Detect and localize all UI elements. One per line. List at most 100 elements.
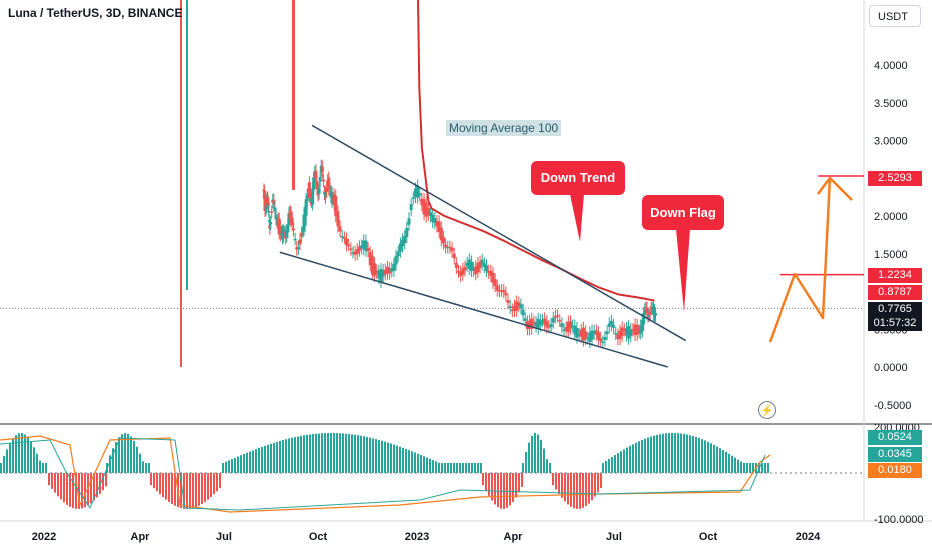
time-tick-label: Jul <box>606 531 622 543</box>
osc-bar <box>462 463 464 473</box>
currency-selector[interactable]: USDT <box>869 5 921 27</box>
candle-body <box>263 196 267 211</box>
time-tick-label: Oct <box>309 531 328 543</box>
osc-bar <box>219 473 221 489</box>
candle-body <box>266 197 270 203</box>
osc-bar <box>189 473 191 509</box>
osc-bar <box>303 435 305 473</box>
candle-body <box>528 320 532 330</box>
candle-body <box>465 262 469 266</box>
candle-body <box>413 188 417 197</box>
candle-body <box>405 227 409 238</box>
candle-body <box>586 337 590 340</box>
resistance-price-tag: 1.2234 <box>868 268 922 283</box>
osc-bar <box>713 444 715 473</box>
price-tick-label: 1.5000 <box>874 249 908 261</box>
osc-bar <box>327 433 329 473</box>
candle-body <box>577 334 581 336</box>
osc-bar <box>145 463 147 473</box>
lower-trendline <box>279 251 668 368</box>
candle-body <box>648 312 652 315</box>
candle-body <box>312 177 316 191</box>
osc-bar <box>27 437 29 473</box>
osc-bar <box>647 437 649 473</box>
osc-bar <box>267 444 269 473</box>
osc-bar <box>207 473 209 500</box>
candle-body <box>270 211 274 214</box>
candle-body <box>493 279 497 287</box>
osc-bar <box>644 438 646 473</box>
osc-bar <box>222 463 224 473</box>
osc-bar <box>291 437 293 473</box>
osc-bar <box>698 437 700 473</box>
osc-bar <box>534 433 536 473</box>
osc-bar <box>767 463 769 473</box>
candle-body <box>540 320 544 322</box>
osc-bar <box>521 473 523 487</box>
candle-body <box>338 226 342 232</box>
osc-bar <box>573 473 575 509</box>
osc-bar <box>402 447 404 473</box>
candle-body <box>388 268 392 274</box>
candle-body <box>324 192 328 198</box>
osc-bar <box>33 447 35 473</box>
candle-body <box>381 270 385 277</box>
candle-body <box>624 328 628 336</box>
candle-body <box>521 309 525 316</box>
candle-body <box>398 243 402 252</box>
osc-bar <box>561 473 563 498</box>
osc-bar <box>417 453 419 473</box>
candle-body <box>273 207 277 212</box>
osc-bar <box>360 435 362 473</box>
osc-bar <box>731 455 733 473</box>
osc-tag-c: 0.0180 <box>868 463 922 478</box>
osc-bar <box>312 434 314 473</box>
osc-bar <box>653 435 655 473</box>
osc-bar <box>668 433 670 473</box>
alert-bolt-icon[interactable]: ⚡ <box>758 401 776 419</box>
osc-bar <box>399 446 401 473</box>
candle-body <box>390 268 394 272</box>
candle-body <box>579 329 583 337</box>
osc-bar <box>749 463 751 473</box>
osc-bar <box>48 473 50 485</box>
candle-body <box>547 326 551 328</box>
osc-bar <box>465 463 467 473</box>
osc-bar <box>447 463 449 473</box>
osc-bar <box>485 473 487 491</box>
osc-bar <box>124 433 126 473</box>
osc-bar <box>456 463 458 473</box>
osc-bar <box>228 460 230 473</box>
candle-body <box>265 199 269 207</box>
osc-bar <box>288 438 290 473</box>
osc-bar <box>528 442 530 473</box>
osc-bar <box>381 440 383 473</box>
candle-body <box>407 218 411 225</box>
osc-bar <box>300 435 302 473</box>
osc-bar <box>710 443 712 473</box>
candle-body <box>543 318 547 325</box>
osc-bar <box>3 455 5 473</box>
candle-body <box>566 321 570 333</box>
osc-bar <box>474 463 476 473</box>
osc-bar <box>84 473 86 508</box>
osc-bar <box>279 440 281 473</box>
candle-body <box>504 292 508 296</box>
moving-average-line <box>417 0 655 302</box>
osc-bar <box>348 433 350 473</box>
candle-body <box>478 261 482 268</box>
osc-bar <box>0 463 2 473</box>
time-axis: 2022 Apr Jul Oct 2023 Apr Jul Oct 2024 <box>32 531 821 543</box>
osc-bar <box>216 473 218 492</box>
osc-bar <box>142 461 144 473</box>
osc-bar <box>156 473 158 492</box>
osc-bar <box>42 463 44 473</box>
candle-body <box>618 330 622 340</box>
osc-bar <box>497 473 499 508</box>
candle-body <box>311 188 315 205</box>
osc-bar <box>453 463 455 473</box>
osc-bar <box>234 457 236 473</box>
candle-body <box>469 261 473 271</box>
osc-bar <box>183 473 185 509</box>
candle-body <box>264 206 268 210</box>
